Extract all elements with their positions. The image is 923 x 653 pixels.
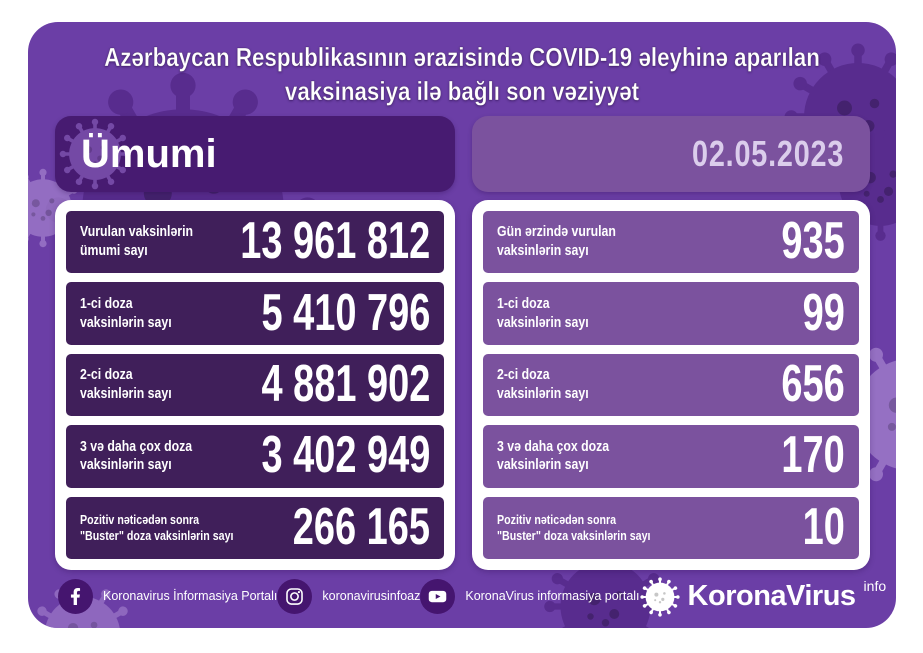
stat-row-daily-total: Gün ərzində vurulan vaksinlərin sayı 935	[483, 211, 859, 274]
date-header: 02.05.2023	[472, 116, 870, 192]
instagram-icon	[277, 578, 313, 614]
stat-value: 3 402 949	[261, 426, 430, 485]
stat-value: 656	[781, 354, 845, 413]
youtube-link[interactable]: KoronaVirus informasiya portalı	[420, 578, 640, 614]
stat-value: 4 881 902	[261, 354, 430, 413]
footer: Koronavirus İnformasiya Portalı koronavi…	[58, 574, 886, 618]
stat-label-line: 3 və daha çox doza	[497, 437, 610, 455]
stat-row-dose2: 2-ci doza vaksinlərin sayı 4 881 902	[66, 353, 444, 417]
brand-logo: KoronaVirus info	[640, 576, 887, 617]
stat-value: 10	[802, 497, 845, 556]
youtube-icon	[420, 578, 456, 614]
left-stats-panel: Vurulan vaksinlərin ümumi sayı 13 961 81…	[55, 200, 455, 570]
left-panel-title: Ümumi	[81, 131, 217, 176]
stat-row-booster: Pozitiv nəticədən sonra "Buster" doza va…	[66, 496, 444, 560]
stat-label: Vurulan vaksinlərin ümumi sayı	[80, 223, 193, 261]
stat-row-daily-dose3plus: 3 və daha çox doza vaksinlərin sayı 170	[483, 425, 859, 488]
stat-label-line: vaksinlərin sayı	[80, 456, 172, 474]
totals-column: Ümumi Vurulan vaksinlərin ümumi sayı 13 …	[55, 116, 455, 570]
facebook-link[interactable]: Koronavirus İnformasiya Portalı	[58, 578, 278, 614]
stat-label-line: vaksinlərin sayı	[497, 385, 589, 403]
stat-label-line: ümumi sayı	[80, 242, 148, 260]
stat-value: 99	[802, 283, 845, 342]
stat-value: 5 410 796	[261, 283, 430, 342]
stat-row-total: Vurulan vaksinlərin ümumi sayı 13 961 81…	[66, 211, 444, 274]
report-date: 02.05.2023	[691, 133, 844, 174]
stat-label: Gün ərzində vurulan vaksinlərin sayı	[497, 223, 616, 261]
stat-label-line: vaksinlərin sayı	[80, 385, 172, 403]
stat-value: 266 165	[292, 497, 430, 556]
instagram-link[interactable]: koronavirusinfoaz	[277, 578, 421, 614]
stat-row-daily-booster: Pozitiv nəticədən sonra "Buster" doza va…	[483, 496, 859, 560]
youtube-label: KoronaVirus informasiya portalı	[465, 589, 640, 603]
stat-label: Pozitiv nəticədən sonra "Buster" doza va…	[497, 512, 650, 545]
stat-label-line: 2-ci doza	[497, 366, 550, 384]
stat-row-dose3plus: 3 və daha çox doza vaksinlərin sayı 3 40…	[66, 425, 444, 488]
stat-row-daily-dose1: 1-ci doza vaksinlərin sayı 99	[483, 282, 859, 345]
facebook-label: Koronavirus İnformasiya Portalı	[103, 589, 278, 603]
infographic-card: Azərbaycan Respublikasının ərazisində CO…	[28, 22, 896, 628]
stat-label-line: vaksinlərin sayı	[497, 456, 589, 474]
stat-label-line: "Buster" doza vaksinlərin sayı	[80, 527, 234, 543]
stat-label-line: 2-ci doza	[80, 366, 133, 384]
brand-info-superscript: info	[863, 577, 887, 594]
page-title-line1: Azərbaycan Respublikasının ərazisində CO…	[104, 42, 820, 73]
page-title: Azərbaycan Respublikasının ərazisində CO…	[28, 40, 896, 108]
stat-label-line: vaksinlərin sayı	[497, 242, 589, 260]
stat-label-line: 1-ci doza	[80, 294, 133, 312]
stat-label: Pozitiv nəticədən sonra "Buster" doza va…	[80, 512, 233, 545]
instagram-label: koronavirusinfoaz	[322, 589, 421, 603]
left-panel-header: Ümumi	[55, 116, 455, 192]
stat-label-line: Vurulan vaksinlərin	[80, 223, 194, 241]
stat-label-line: "Buster" doza vaksinlərin sayı	[497, 527, 651, 543]
stat-value: 935	[781, 212, 845, 271]
stat-row-dose1: 1-ci doza vaksinlərin sayı 5 410 796	[66, 282, 444, 345]
right-stats-panel: Gün ərzində vurulan vaksinlərin sayı 935…	[472, 200, 870, 570]
stat-value: 170	[781, 426, 845, 485]
virus-icon	[640, 577, 680, 617]
stat-label: 3 və daha çox doza vaksinlərin sayı	[80, 438, 192, 476]
stat-label-line: vaksinlərin sayı	[497, 313, 589, 331]
stat-label-line: Pozitiv nəticədən sonra	[80, 511, 200, 527]
stat-label-line: Pozitiv nəticədən sonra	[497, 511, 617, 527]
stat-value: 13 961 812	[240, 212, 430, 271]
facebook-icon	[58, 578, 93, 614]
stat-label: 2-ci doza vaksinlərin sayı	[80, 366, 172, 404]
stat-row-daily-dose2: 2-ci doza vaksinlərin sayı 656	[483, 353, 859, 417]
stat-label-line: 1-ci doza	[497, 294, 550, 312]
daily-column: 02.05.2023 Gün ərzində vurulan vaksinlər…	[472, 116, 870, 570]
stat-label: 3 və daha çox doza vaksinlərin sayı	[497, 438, 609, 476]
brand-name: KoronaVirus	[687, 579, 857, 612]
stat-label-line: Gün ərzində vurulan	[497, 223, 616, 241]
stat-label-line: vaksinlərin sayı	[80, 313, 172, 331]
stat-label: 1-ci doza vaksinlərin sayı	[80, 295, 172, 333]
stat-label-line: 3 və daha çox doza	[80, 437, 193, 455]
stat-label: 2-ci doza vaksinlərin sayı	[497, 366, 589, 404]
page-title-line2: vaksinasiya ilə bağlı son vəziyyət	[284, 76, 640, 107]
stat-label: 1-ci doza vaksinlərin sayı	[497, 295, 589, 333]
